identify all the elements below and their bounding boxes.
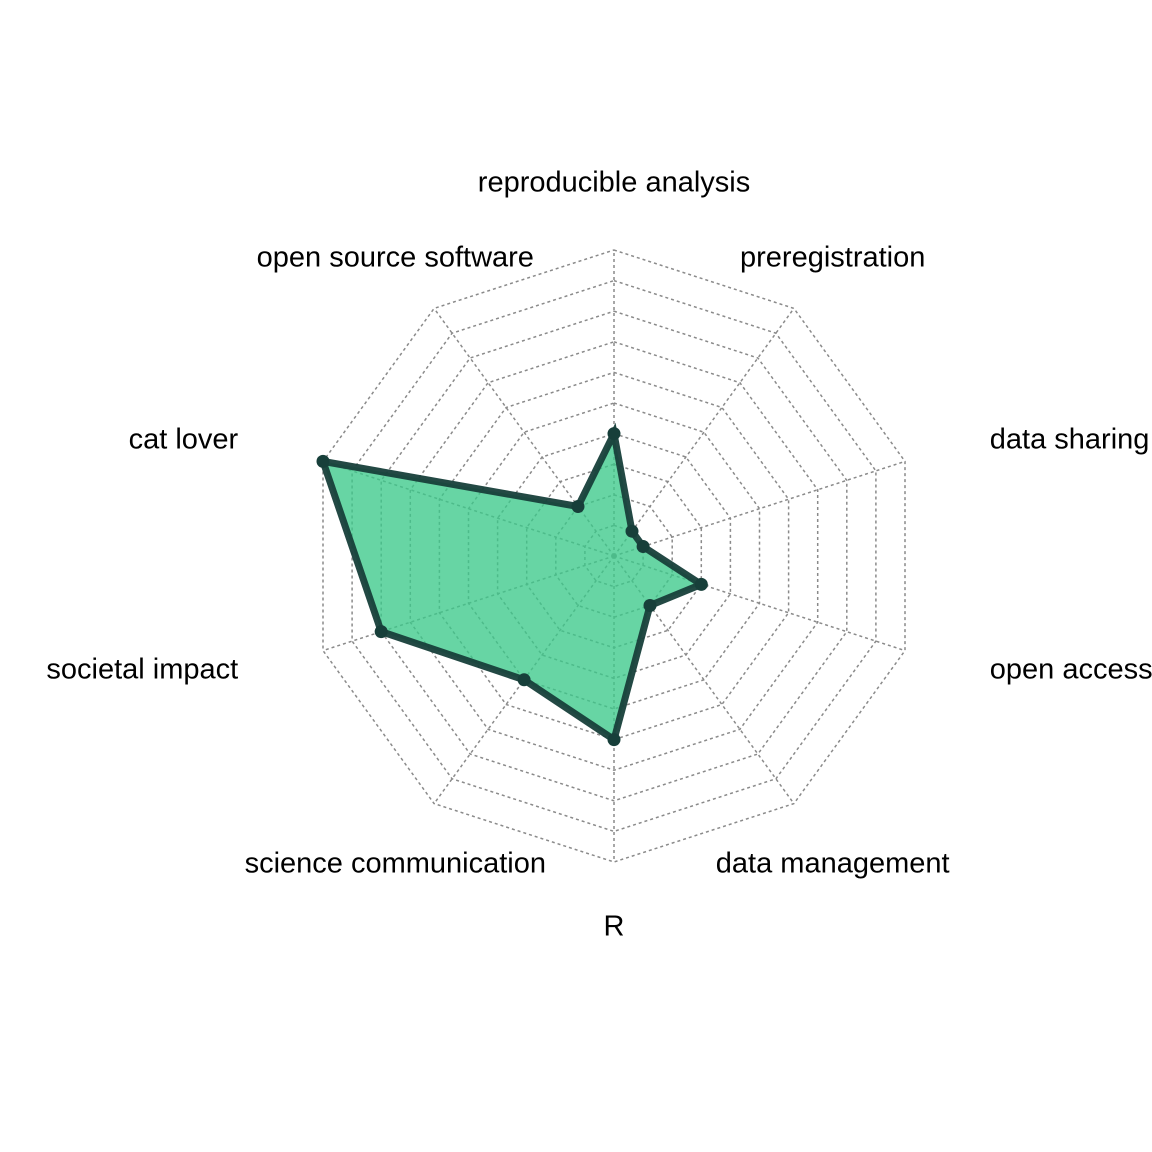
grid-ring xyxy=(351,279,877,833)
data-point-5 xyxy=(607,733,621,747)
data-point-4 xyxy=(643,599,657,612)
data-point-2 xyxy=(636,540,650,553)
axis-label-7: societal impact xyxy=(46,654,238,686)
series-area xyxy=(323,433,702,740)
grid-spoke xyxy=(613,460,906,557)
axis-label-0: reproducible analysis xyxy=(478,167,750,199)
axis-labels: reproducible analysis preregistration data… xyxy=(46,167,1152,943)
grid-ring xyxy=(409,341,819,771)
data-point-8 xyxy=(316,454,330,468)
data-point-7 xyxy=(374,625,388,639)
axis-label-3: open access xyxy=(990,654,1152,686)
grid-spoke xyxy=(613,307,795,557)
grid-ring xyxy=(380,310,848,802)
axis-label-2: data sharing xyxy=(990,424,1150,456)
data-point-3 xyxy=(694,577,708,591)
axis-label-1: preregistration xyxy=(740,242,925,274)
radar-series xyxy=(316,422,709,747)
axis-label-5: R xyxy=(604,911,625,943)
axis-label-9: open source software xyxy=(257,242,534,274)
data-point-9 xyxy=(571,500,585,513)
data-point-1 xyxy=(625,524,639,538)
axis-label-4: data management xyxy=(716,848,950,880)
data-point-6 xyxy=(517,673,531,687)
data-point-0 xyxy=(607,427,621,441)
grid-ring xyxy=(467,402,761,710)
axis-label-8: cat lover xyxy=(129,424,239,456)
axis-label-6: science communication xyxy=(245,848,546,880)
